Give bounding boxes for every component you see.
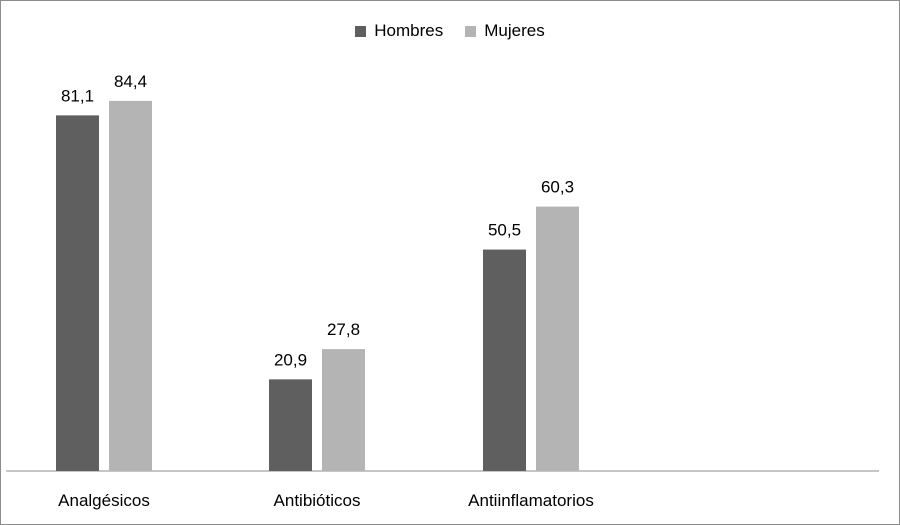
x-tick-label-1: Analgésicos [58,491,150,510]
legend-label-hombres: Hombres [374,21,444,40]
data-label-hombres-1: 81,1 [61,86,94,105]
data-label-mujeres-1: 84,4 [114,72,147,91]
bar-hombres-3 [483,249,526,471]
bar-mujeres-2 [322,349,365,471]
bar-mujeres-1 [109,100,152,471]
data-label-mujeres-2: 27,8 [327,320,360,339]
data-label-hombres-2: 20,9 [274,350,307,369]
data-label-mujeres-3: 60,3 [541,178,574,197]
x-tick-label-3: Antiinflamatorios [468,491,594,510]
legend-item-mujeres: Mujeres [465,21,545,41]
bar-hombres-2 [269,379,312,471]
data-label-hombres-3: 50,5 [488,221,521,240]
legend-swatch-hombres [355,25,367,37]
legend-swatch-mujeres [465,25,477,37]
bar-mujeres-3 [536,206,579,471]
bar-hombres-1 [56,115,99,472]
legend-item-hombres: Hombres [355,21,443,41]
x-tick-label-2: Antibióticos [274,491,361,510]
legend: Hombres Mujeres [1,21,899,41]
legend-label-mujeres: Mujeres [484,21,545,40]
